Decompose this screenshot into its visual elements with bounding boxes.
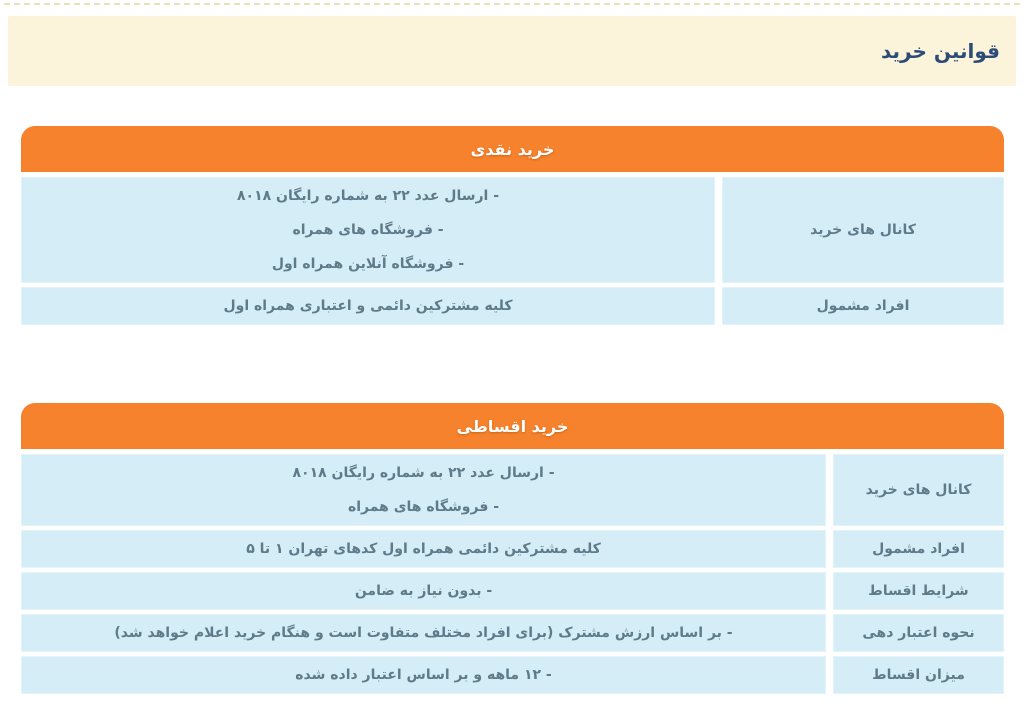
value-line: - فروشگاه های همراه [292,222,444,238]
page-header: قوانین خرید [8,16,1016,86]
value-line: - ارسال عدد ۲۲ به شماره رایگان ۸۰۱۸ [292,465,555,481]
row-label: نحوه اعتبار دهی [833,614,1004,652]
row-value: - ارسال عدد ۲۲ به شماره رایگان ۸۰۱۸ - فر… [21,454,826,526]
value-line: - بر اساس ارزش مشترک (برای افراد مختلف م… [114,625,733,641]
table-row-purchase-channels: کانال های خرید - ارسال عدد ۲۲ به شماره ر… [21,454,1004,526]
cash-purchase-table-title: خرید نقدی [21,126,1004,172]
row-value: - بر اساس ارزش مشترک (برای افراد مختلف م… [21,614,826,652]
row-value: - ۱۲ ماهه و بر اساس اعتبار داده شده [21,656,826,694]
page: { "page": { "title": "قوانین خرید" }, "c… [0,3,1024,715]
row-label: افراد مشمول [722,287,1004,325]
row-value: - بدون نیاز به ضامن [21,572,826,610]
table-row-eligible-people: افراد مشمول کلیه مشترکین دائمی همراه اول… [21,530,1004,568]
value-line: - بدون نیاز به ضامن [354,583,493,599]
row-label: افراد مشمول [833,530,1004,568]
value-line: - فروشگاه آنلاین همراه اول [271,256,465,272]
row-label: شرایط اقساط [833,572,1004,610]
row-label: میزان اقساط [833,656,1004,694]
value-line: - ۱۲ ماهه و بر اساس اعتبار داده شده [295,667,552,683]
top-divider [4,3,1020,5]
installment-purchase-table: خرید اقساطی کانال های خرید - ارسال عدد ۲… [21,403,1004,694]
value-line: - ارسال عدد ۲۲ به شماره رایگان ۸۰۱۸ [236,188,500,204]
table-row-crediting-method: نحوه اعتبار دهی - بر اساس ارزش مشترک (بر… [21,614,1004,652]
page-title: قوانین خرید [880,39,1000,63]
row-label: کانال های خرید [833,454,1004,526]
installment-purchase-table-title: خرید اقساطی [21,403,1004,449]
table-row-purchase-channels: کانال های خرید - ارسال عدد ۲۲ به شماره ر… [21,177,1004,283]
row-value: کلیه مشترکین دائمی همراه اول کدهای تهران… [21,530,826,568]
table-row-installment-terms: شرایط اقساط - بدون نیاز به ضامن [21,572,1004,610]
cash-purchase-table: خرید نقدی کانال های خرید - ارسال عدد ۲۲ … [21,126,1004,325]
row-label: کانال های خرید [722,177,1004,283]
value-line: کلیه مشترکین دائمی همراه اول کدهای تهران… [246,541,601,557]
value-line: - فروشگاه های همراه [347,499,500,515]
value-line: کلیه مشترکین دائمی و اعتباری همراه اول [223,298,513,314]
row-value: - ارسال عدد ۲۲ به شماره رایگان ۸۰۱۸ - فر… [21,177,715,283]
row-value: کلیه مشترکین دائمی و اعتباری همراه اول [21,287,715,325]
table-row-installment-amount: میزان اقساط - ۱۲ ماهه و بر اساس اعتبار د… [21,656,1004,694]
table-row-eligible-people: افراد مشمول کلیه مشترکین دائمی و اعتباری… [21,287,1004,325]
